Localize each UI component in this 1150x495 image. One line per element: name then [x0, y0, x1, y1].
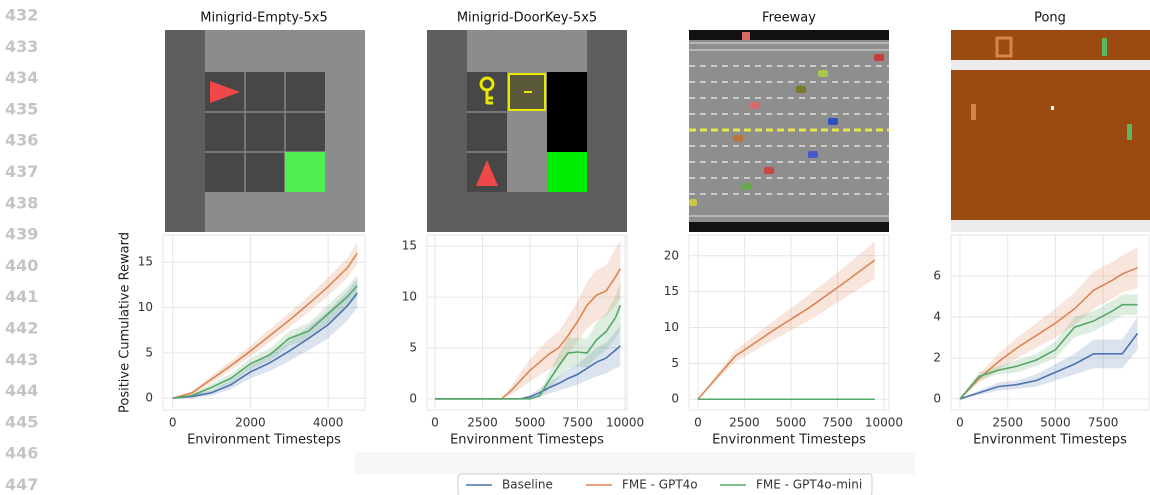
line-number: 445 — [5, 412, 38, 431]
legend: Baseline FME - GPT4o FME - GPT4o-mini — [458, 474, 872, 495]
x-axis-title: Environment Timesteps — [187, 433, 341, 448]
x-tick-label: 0 — [169, 416, 177, 430]
legend-label: FME - GPT4o — [622, 478, 698, 492]
x-tick-label: 0 — [431, 416, 439, 430]
x-tick-label: 7500 — [822, 416, 853, 430]
line-number: 437 — [5, 162, 38, 181]
x-tick-label: 4000 — [313, 416, 344, 430]
x-axis-title: Environment Timesteps — [973, 433, 1127, 448]
x-tick-label: 10000 — [606, 416, 644, 430]
x-tick-label: 5000 — [515, 416, 546, 430]
y-tick-label: 5 — [409, 340, 417, 354]
legend-label: FME - GPT4o-mini — [756, 478, 862, 492]
y-tick-label: 15 — [664, 284, 679, 298]
x-tick-label: 0 — [956, 416, 964, 430]
y-tick-label: 5 — [145, 345, 153, 359]
line-number: 435 — [5, 99, 38, 118]
line-number: 439 — [5, 225, 38, 244]
caption-shade — [355, 452, 915, 474]
legend-label: Baseline — [502, 478, 553, 492]
chart-title: Minigrid-DoorKey-5x5 — [457, 11, 597, 26]
y-axis-title: Positive Cumulative Reward — [118, 232, 133, 413]
x-tick-label: 7500 — [1088, 416, 1119, 430]
y-tick-label: 6 — [933, 268, 941, 282]
pong-frame — [951, 30, 1150, 232]
x-tick-label: 0 — [694, 416, 702, 430]
chart-title: Freeway — [762, 11, 816, 26]
x-tick-label: 2000 — [235, 416, 266, 430]
x-tick-label: 10000 — [865, 416, 903, 430]
y-tick-label: 2 — [933, 350, 941, 364]
x-tick-label: 2500 — [729, 416, 760, 430]
line-number: 432 — [5, 6, 38, 25]
y-tick-label: 20 — [664, 248, 679, 262]
x-tick-label: 2500 — [992, 416, 1023, 430]
line-number: 438 — [5, 193, 38, 212]
line-number: 443 — [5, 350, 38, 369]
line-number: 436 — [5, 131, 38, 150]
y-tick-label: 10 — [138, 300, 153, 314]
y-tick-label: 15 — [402, 239, 417, 253]
y-tick-label: 0 — [145, 391, 153, 405]
x-tick-label: 2500 — [467, 416, 498, 430]
y-tick-label: 10 — [664, 320, 679, 334]
y-tick-label: 5 — [671, 356, 679, 370]
y-tick-label: 10 — [402, 290, 417, 304]
line-number: 446 — [5, 444, 38, 463]
minigrid-empty-frame — [165, 30, 365, 232]
line-number: 440 — [5, 256, 38, 275]
chart-title: Pong — [1034, 11, 1066, 26]
y-tick-label: 0 — [933, 391, 941, 405]
line-number: 433 — [5, 37, 38, 56]
minigrid-doorkey-frame — [427, 30, 627, 232]
line-number: 447 — [5, 475, 38, 494]
line-number: 442 — [5, 319, 38, 338]
line-number: 441 — [5, 287, 38, 306]
x-axis-title: Environment Timesteps — [450, 433, 604, 448]
y-tick-label: 15 — [138, 255, 153, 269]
x-tick-label: 7500 — [562, 416, 593, 430]
x-tick-label: 5000 — [776, 416, 807, 430]
freeway-frame — [689, 30, 889, 232]
x-axis-title: Environment Timesteps — [712, 433, 866, 448]
chart-title: Minigrid-Empty-5x5 — [200, 11, 327, 26]
x-tick-label: 5000 — [1040, 416, 1071, 430]
y-tick-label: 0 — [671, 392, 679, 406]
y-tick-label: 4 — [933, 309, 941, 323]
line-number: 444 — [5, 381, 38, 400]
line-number: 434 — [5, 68, 38, 87]
y-tick-label: 0 — [409, 391, 417, 405]
figure: 4324334344354364374384394404414424434444… — [0, 0, 1150, 495]
